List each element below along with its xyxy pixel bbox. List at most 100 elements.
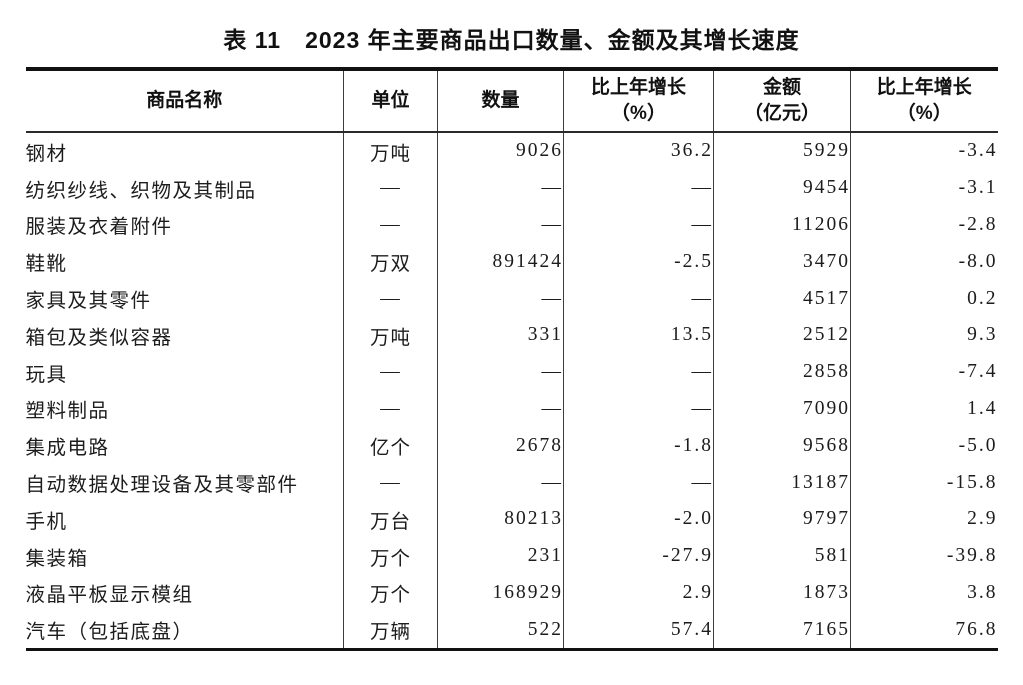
cell-quantity-growth: — bbox=[563, 353, 714, 391]
table-row: 手机 万台 80213 -2.0 9797 2.9 bbox=[25, 500, 998, 538]
cell-quantity: 891424 bbox=[437, 243, 564, 281]
cell-unit: — bbox=[343, 353, 438, 391]
header-quantity-growth: 比上年增长 （%） bbox=[563, 69, 714, 133]
cell-commodity-name: 集成电路 bbox=[25, 438, 110, 460]
table-row: 集成电路 亿个 2678 -1.8 9568 -5.0 bbox=[25, 427, 998, 465]
cell-unit: 万辆 bbox=[343, 611, 438, 650]
cell-amount: 2858 bbox=[713, 353, 851, 391]
table-row: 汽车（包括底盘） 万辆 522 57.4 7165 76.8 bbox=[25, 611, 998, 650]
cell-commodity-name: 玩具 bbox=[25, 364, 68, 386]
cell-quantity-growth: — bbox=[563, 280, 714, 317]
cell-quantity-growth: 13.5 bbox=[563, 316, 714, 354]
cell-commodity-name: 手机 bbox=[25, 511, 68, 533]
header-amount-growth: 比上年增长 （%） bbox=[850, 69, 998, 133]
header-label-line1: 比上年增长 bbox=[876, 77, 972, 98]
cell-quantity: 522 bbox=[437, 611, 564, 650]
header-label-line2: （%） bbox=[611, 103, 666, 124]
header-amount: 金额 （亿元） bbox=[713, 69, 851, 133]
cell-amount: 11206 bbox=[713, 206, 851, 244]
cell-amount-growth: 1.4 bbox=[850, 390, 998, 428]
cell-amount-growth: -39.8 bbox=[850, 537, 998, 575]
cell-commodity-name: 家具及其零件 bbox=[25, 291, 152, 313]
header-label: 商品名称 bbox=[146, 90, 223, 111]
cell-quantity-growth: 36.2 bbox=[563, 132, 714, 170]
table-row: 服装及衣着附件 — — — 11206 -2.8 bbox=[25, 206, 998, 244]
cell-amount: 9797 bbox=[713, 500, 851, 538]
table-row: 家具及其零件 — — — 4517 0.2 bbox=[26, 280, 998, 317]
cell-amount-growth: -15.8 bbox=[850, 464, 998, 501]
cell-quantity-growth: — bbox=[563, 390, 714, 428]
table-row: 箱包及类似容器 万吨 331 13.5 2512 9.3 bbox=[25, 316, 998, 354]
table-row: 玩具 — — — 2858 -7.4 bbox=[25, 353, 998, 391]
cell-amount: 13187 bbox=[713, 464, 851, 501]
cell-unit: 万吨 bbox=[343, 132, 438, 170]
cell-amount-growth: -8.0 bbox=[850, 243, 998, 281]
cell-quantity-growth: 57.4 bbox=[563, 611, 714, 650]
cell-amount: 9454 bbox=[713, 169, 851, 207]
table-row: 纺织纱线、织物及其制品 — — — 9454 -3.1 bbox=[25, 169, 998, 207]
cell-amount: 9568 bbox=[713, 427, 851, 465]
header-quantity: 数量 bbox=[437, 69, 564, 133]
cell-commodity-name: 箱包及类似容器 bbox=[25, 327, 173, 349]
table-row: 自动数据处理设备及其零部件 — — — 13187 -15.8 bbox=[26, 464, 998, 501]
cell-unit: — bbox=[343, 169, 438, 207]
cell-quantity-growth: -1.8 bbox=[563, 427, 714, 465]
header-label-line1: 比上年增长 bbox=[590, 77, 686, 98]
cell-commodity-name: 钢材 bbox=[25, 143, 68, 165]
cell-unit: — bbox=[343, 280, 438, 317]
cell-amount: 1873 bbox=[713, 574, 851, 612]
table-header: 商品名称 单位 数量 比上年增长 （%） 金额 （亿元） 比上年增长 （%） bbox=[25, 69, 998, 133]
cell-unit: 万吨 bbox=[343, 316, 438, 354]
cell-amount-growth: -3.1 bbox=[850, 169, 998, 207]
cell-quantity-growth: -2.0 bbox=[563, 500, 714, 538]
cell-unit: — bbox=[343, 390, 438, 428]
cell-quantity: — bbox=[437, 353, 564, 391]
cell-amount-growth: 9.3 bbox=[850, 316, 998, 354]
cell-quantity: 168929 bbox=[437, 574, 564, 612]
cell-amount: 3470 bbox=[713, 243, 851, 281]
header-label: 单位 bbox=[371, 90, 410, 111]
cell-commodity-name: 集装箱 bbox=[25, 548, 89, 570]
header-label-line2: （亿元） bbox=[743, 103, 820, 124]
cell-amount-growth: -3.4 bbox=[850, 132, 998, 170]
table-row: 集装箱 万个 231 -27.9 581 -39.8 bbox=[25, 537, 998, 575]
cell-amount: 2512 bbox=[713, 316, 851, 354]
commodity-export-table: 商品名称 单位 数量 比上年增长 （%） 金额 （亿元） 比上年增长 （%） bbox=[25, 67, 998, 652]
cell-quantity: 80213 bbox=[437, 500, 564, 538]
table-row: 塑料制品 — — — 7090 1.4 bbox=[26, 390, 998, 428]
cell-quantity-growth: 2.9 bbox=[563, 574, 714, 612]
cell-amount-growth: 76.8 bbox=[850, 611, 998, 650]
cell-quantity: — bbox=[437, 206, 564, 244]
cell-unit: — bbox=[343, 206, 438, 244]
table-row: 鞋靴 万双 891424 -2.5 3470 -8.0 bbox=[26, 243, 998, 281]
header-label: 数量 bbox=[481, 90, 520, 111]
cell-unit: 万个 bbox=[343, 574, 438, 612]
cell-quantity-growth: — bbox=[563, 206, 714, 244]
cell-quantity: 2678 bbox=[437, 427, 564, 465]
cell-unit: 亿个 bbox=[343, 427, 438, 465]
cell-quantity-growth: — bbox=[563, 464, 714, 501]
cell-unit: — bbox=[343, 464, 438, 501]
cell-commodity-name: 自动数据处理设备及其零部件 bbox=[25, 475, 299, 497]
page-title: 表 11 2023 年主要商品出口数量、金额及其增长速度 bbox=[223, 27, 800, 53]
cell-commodity-name: 服装及衣着附件 bbox=[25, 217, 173, 239]
header-commodity-name: 商品名称 bbox=[25, 69, 344, 133]
cell-amount-growth: -7.4 bbox=[850, 353, 998, 391]
table-row: 钢材 万吨 9026 36.2 5929 -3.4 bbox=[26, 132, 998, 170]
cell-quantity: 231 bbox=[437, 537, 564, 575]
cell-quantity: 331 bbox=[437, 316, 564, 354]
cell-quantity: — bbox=[437, 280, 564, 317]
cell-quantity: — bbox=[437, 464, 564, 501]
cell-quantity: — bbox=[437, 169, 564, 207]
cell-amount-growth: 0.2 bbox=[850, 280, 998, 317]
cell-amount-growth: 2.9 bbox=[850, 500, 998, 538]
cell-commodity-name: 纺织纱线、织物及其制品 bbox=[25, 180, 257, 202]
cell-amount: 5929 bbox=[713, 132, 851, 170]
table-body: 钢材 万吨 9026 36.2 5929 -3.4 纺织纱线、织物及其制品 — … bbox=[26, 132, 998, 650]
cell-amount: 4517 bbox=[713, 280, 851, 317]
cell-quantity-growth: -2.5 bbox=[563, 243, 714, 281]
cell-commodity-name: 汽车（包括底盘） bbox=[25, 622, 194, 644]
cell-quantity: 9026 bbox=[437, 132, 564, 170]
cell-quantity: — bbox=[437, 390, 564, 428]
